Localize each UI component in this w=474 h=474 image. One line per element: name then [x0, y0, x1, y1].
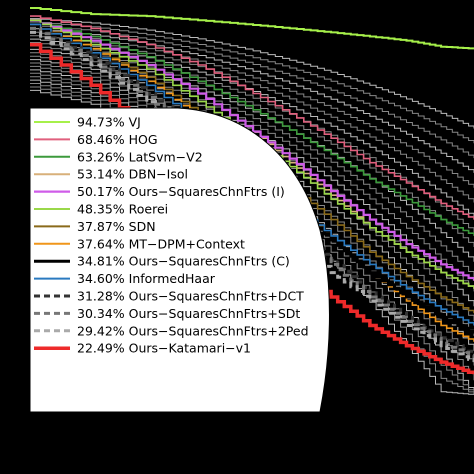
- legend: 94.73% VJ 68.46% HOG 63.26% LatSvm−V2 53.14…: [34, 115, 309, 356]
- background-curve: [30, 31, 474, 188]
- legend-label-3: 63.26% LatSvm−V2: [77, 149, 203, 164]
- legend-label-10: 34.60% InformedHaar: [77, 271, 216, 286]
- legend-label-9: 34.81% Ours−SquaresChnFtrs (C): [77, 254, 290, 269]
- legend-label-5: 50.17% Ours−SquaresChnFtrs (I): [77, 184, 285, 199]
- legend-label-1: 94.73% VJ: [77, 115, 141, 130]
- background-curve: [30, 28, 474, 173]
- series-line-3: [30, 19, 474, 236]
- background-curve: [30, 18, 474, 129]
- legend-label-12: 30.34% Ours−SquaresChnFtrs+SDt: [77, 306, 300, 321]
- legend-label-13: 29.42% Ours−SquaresChnFtrs+2Ped: [77, 323, 309, 338]
- legend-label-6: 48.35% Roerei: [77, 202, 168, 217]
- series-line-2: [30, 15, 474, 220]
- legend-label-11: 31.28% Ours−SquaresChnFtrs+DCT: [77, 289, 304, 304]
- legend-label-7: 37.87% SDN: [77, 219, 156, 234]
- legend-box: [29, 107, 330, 413]
- legend-label-4: 53.14% DBN−Isol: [77, 167, 188, 182]
- background-curve: [30, 21, 474, 144]
- legend-label-14: 22.49% Ours−Katamari−v1: [77, 341, 251, 356]
- legend-label-2: 68.46% HOG: [77, 132, 158, 147]
- series-line-1: [30, 7, 474, 50]
- legend-label-8: 37.64% MT−DPM+Context: [77, 236, 245, 251]
